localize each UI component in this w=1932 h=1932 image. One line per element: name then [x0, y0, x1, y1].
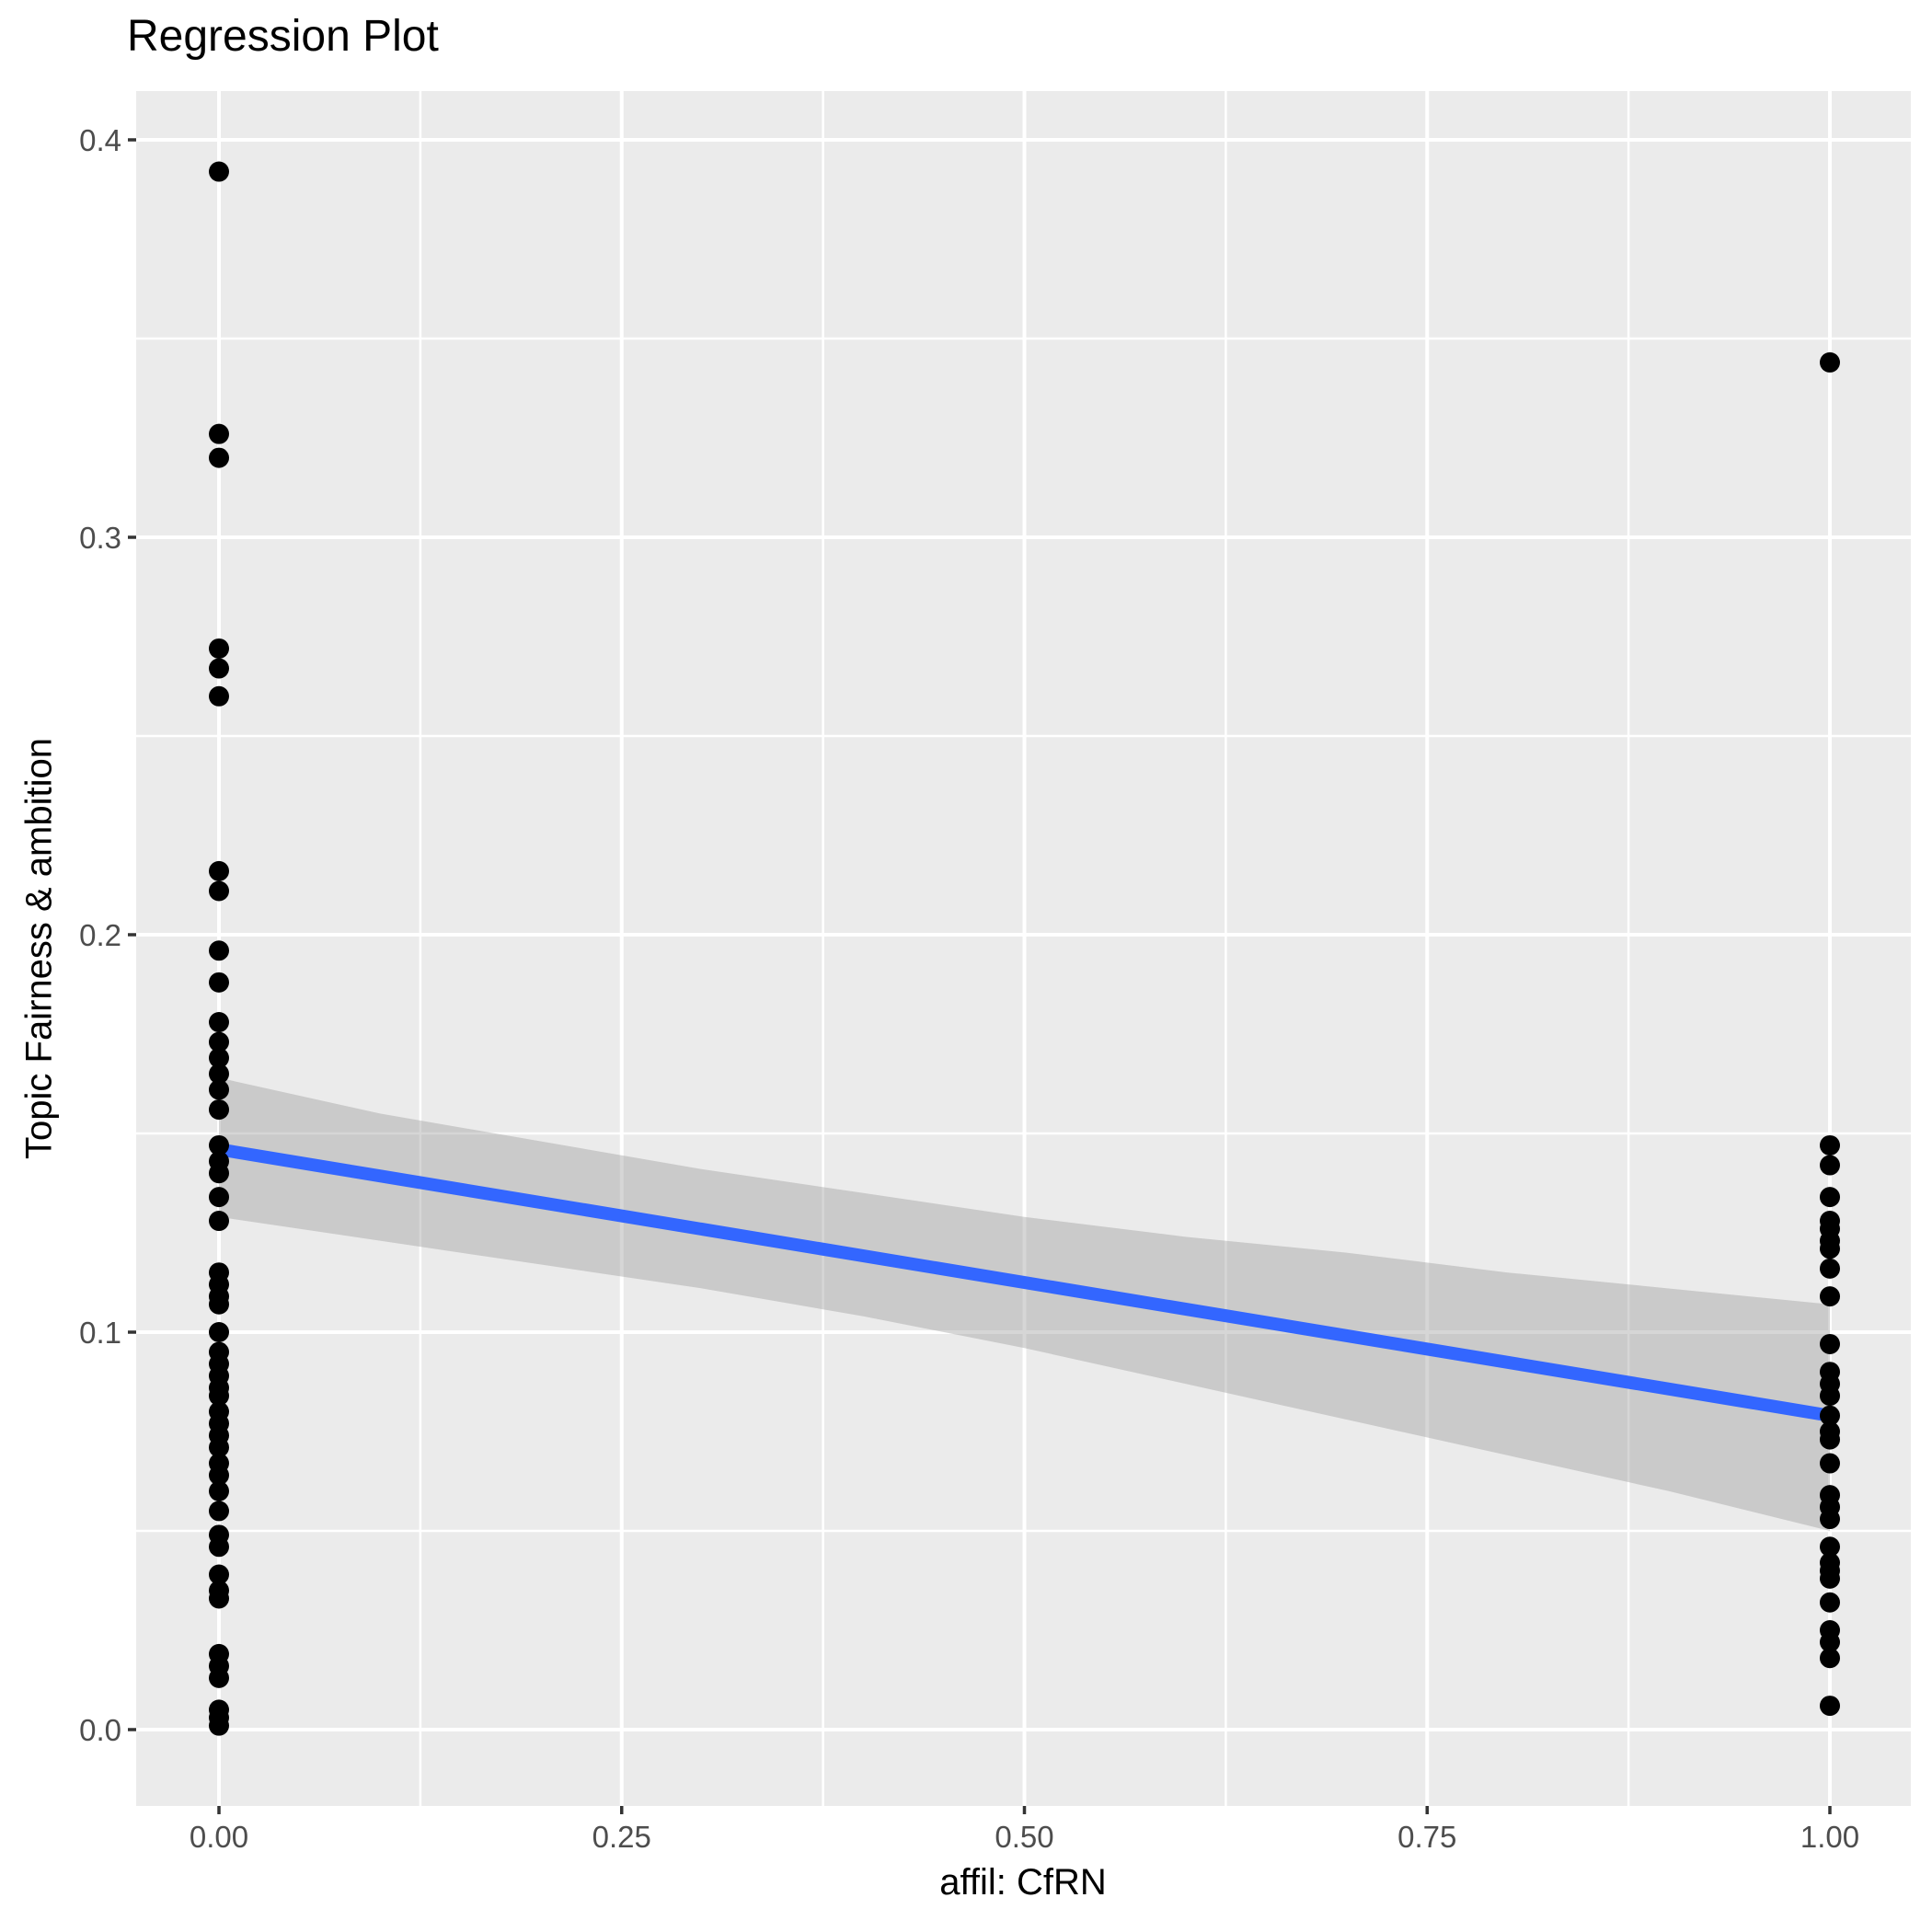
x-axis-title: affil: CfRN	[939, 1862, 1107, 1903]
data-point	[209, 880, 229, 902]
data-point	[1820, 1453, 1840, 1474]
data-point	[209, 1480, 229, 1501]
y-tick-label: 0.0	[79, 1713, 121, 1747]
data-point	[209, 423, 229, 444]
data-point	[209, 1163, 229, 1184]
y-tick-label: 0.2	[79, 918, 121, 952]
data-point	[1820, 351, 1840, 373]
x-tick-label: 1.00	[1800, 1820, 1859, 1854]
data-point	[209, 1588, 229, 1609]
data-point	[209, 1187, 229, 1208]
data-point	[1820, 1648, 1840, 1669]
data-point	[209, 1465, 229, 1486]
data-point	[209, 1047, 229, 1068]
data-point	[209, 1715, 229, 1736]
data-point	[209, 658, 229, 679]
data-point	[209, 1134, 229, 1156]
data-point	[209, 1211, 229, 1232]
data-point	[209, 1386, 229, 1407]
data-point	[1820, 1696, 1840, 1717]
data-point	[1820, 1536, 1840, 1558]
data-point	[209, 447, 229, 468]
data-point	[1820, 1134, 1840, 1156]
data-point	[209, 685, 229, 707]
data-point	[209, 1099, 229, 1121]
data-point	[1820, 1429, 1840, 1450]
data-point	[1820, 1333, 1840, 1354]
data-point	[209, 1437, 229, 1458]
data-point	[209, 1079, 229, 1100]
data-point	[209, 940, 229, 961]
x-tick-label: 0.00	[190, 1820, 248, 1854]
regression-line	[217, 1143, 1832, 1422]
data-point	[209, 1012, 229, 1033]
data-point	[209, 1501, 229, 1522]
data-point	[1820, 1631, 1840, 1652]
x-tick-label: 0.25	[592, 1820, 651, 1854]
data-point	[1820, 1238, 1840, 1259]
x-tick-label: 0.75	[1397, 1820, 1456, 1854]
data-point	[1820, 1155, 1840, 1176]
data-point	[1820, 1286, 1840, 1307]
y-axis-title: Topic Fairness & ambition	[18, 738, 60, 1159]
y-tick-label: 0.3	[79, 521, 121, 555]
data-point	[209, 1564, 229, 1585]
confidence-band	[219, 1077, 1830, 1531]
x-tick-label: 0.50	[995, 1820, 1053, 1854]
y-tick-label: 0.4	[79, 123, 121, 157]
y-tick-label: 0.1	[79, 1316, 121, 1350]
data-point	[209, 1064, 229, 1085]
data-point	[1820, 1568, 1840, 1589]
data-point	[209, 1031, 229, 1052]
data-point	[209, 1294, 229, 1315]
data-point	[209, 638, 229, 659]
data-point	[1820, 1509, 1840, 1530]
chart-title: Regression Plot	[127, 12, 439, 61]
data-point	[209, 1536, 229, 1558]
data-point	[1820, 1258, 1840, 1279]
data-point	[209, 860, 229, 881]
data-point	[209, 161, 229, 182]
data-point	[209, 1667, 229, 1688]
data-point	[209, 972, 229, 993]
data-point	[1820, 1405, 1840, 1426]
data-point	[209, 1322, 229, 1342]
data-point	[1820, 1386, 1840, 1407]
data-point	[1820, 1187, 1840, 1208]
data-point	[1820, 1592, 1840, 1613]
